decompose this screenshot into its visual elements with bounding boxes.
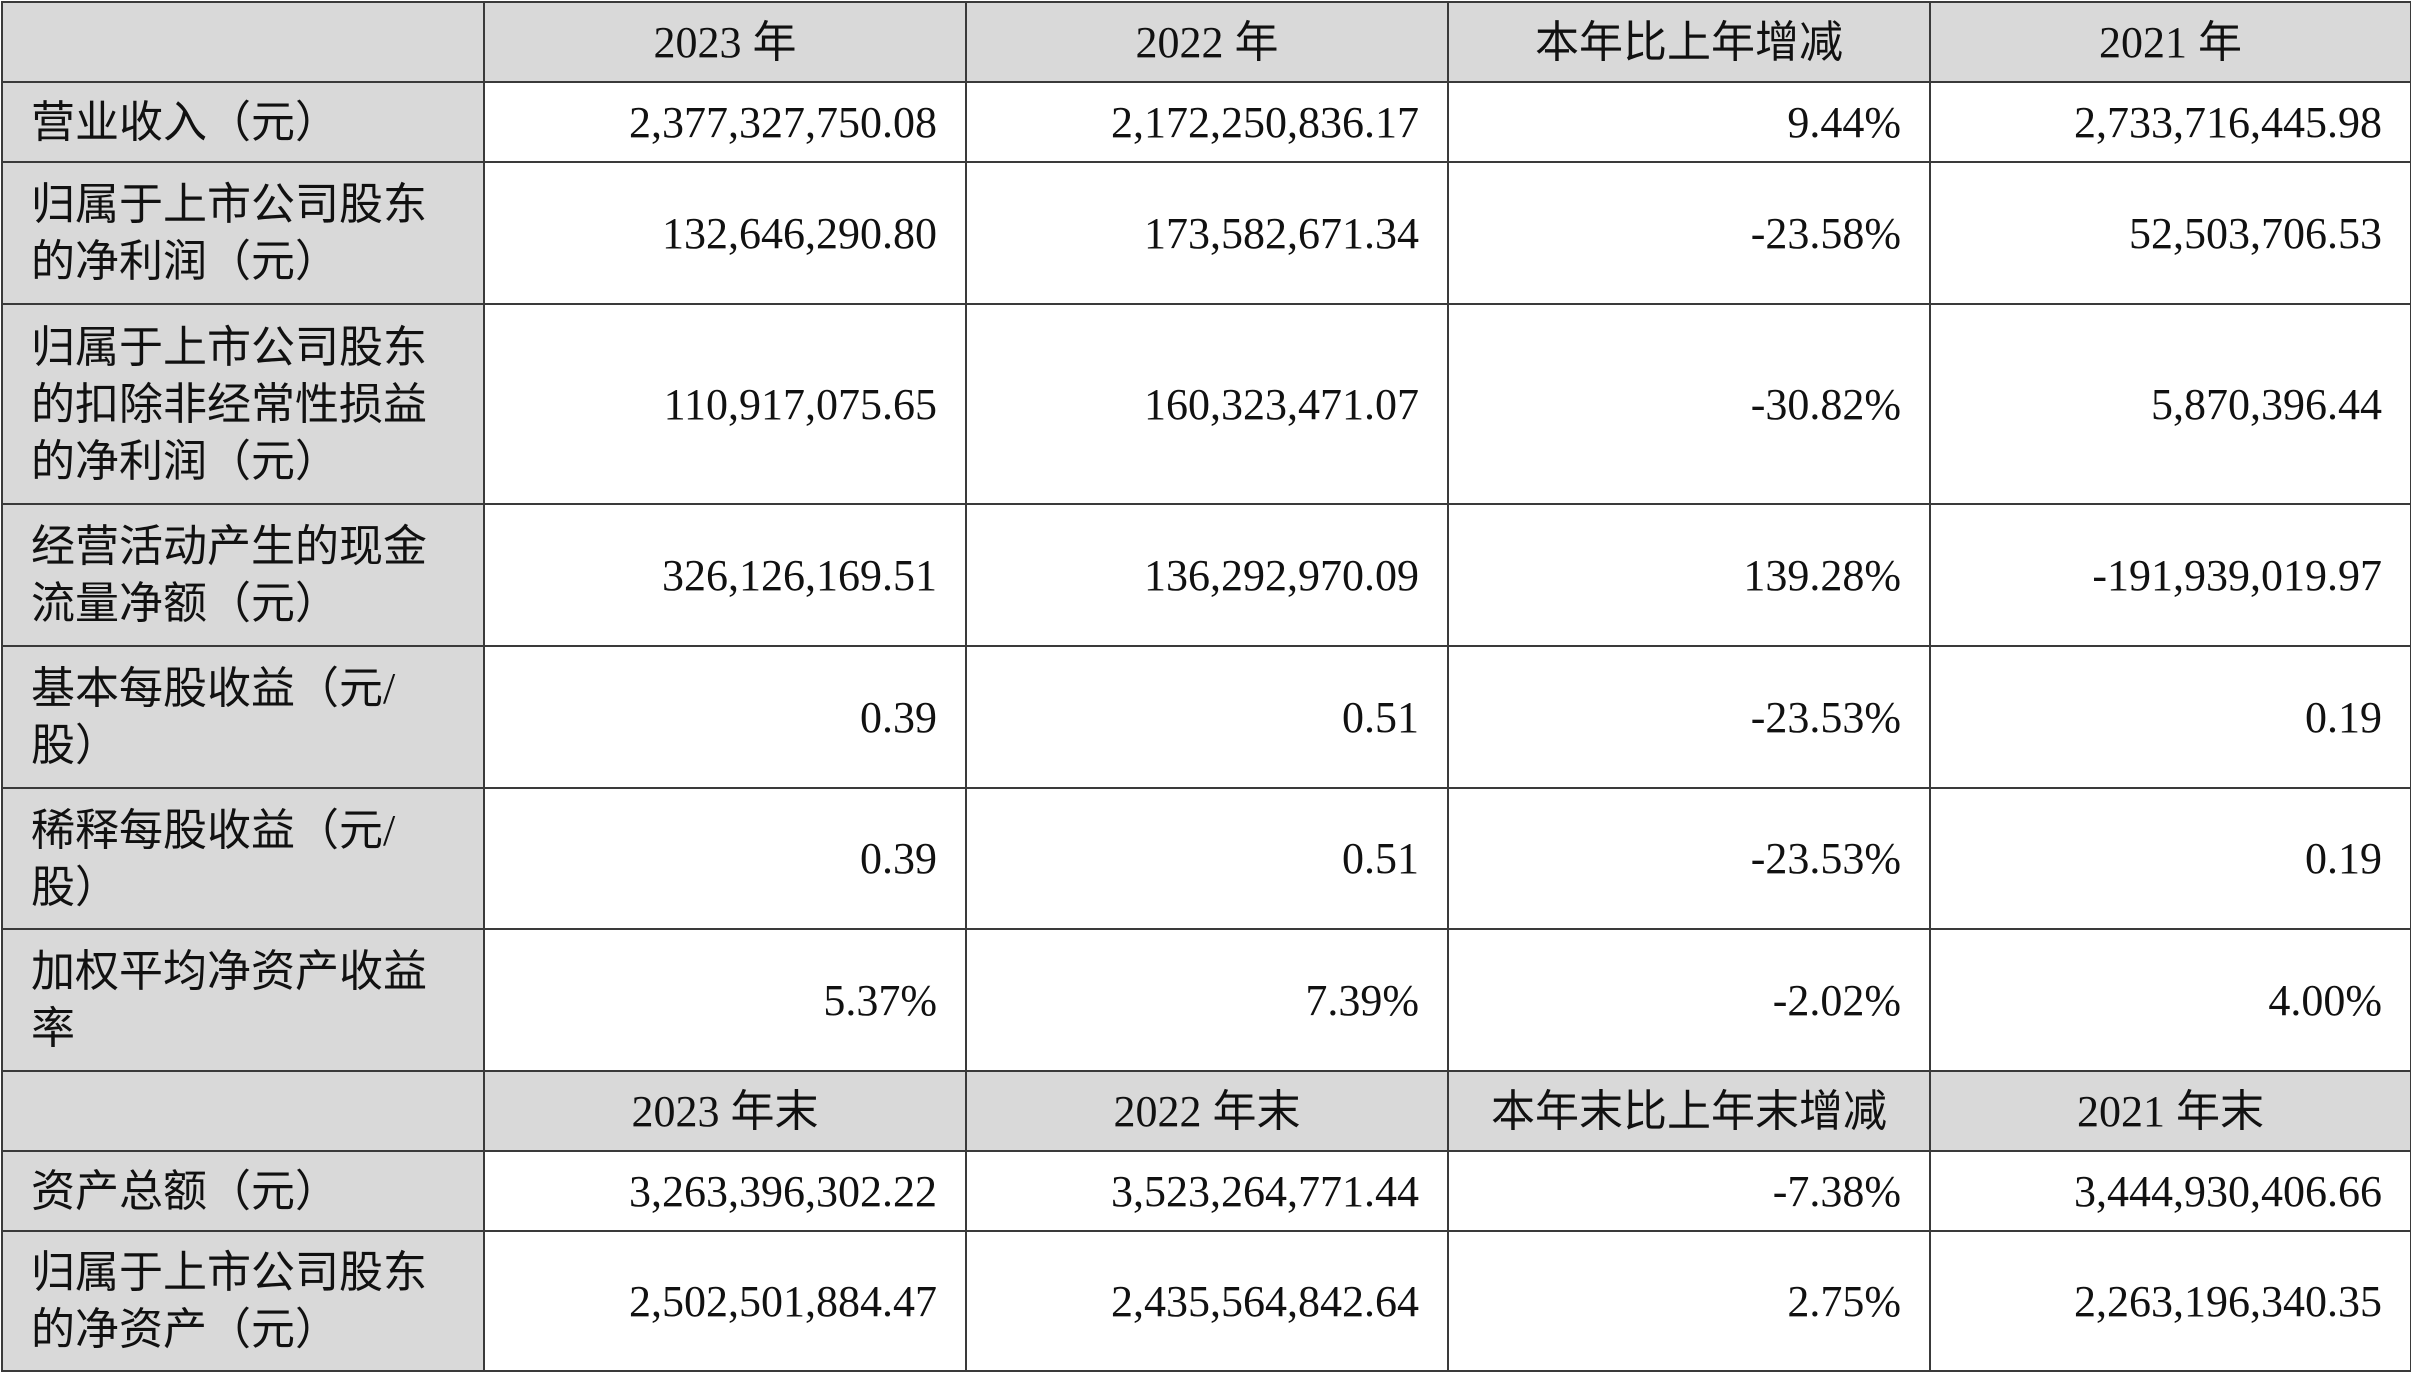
value-2021: -191,939,019.97 <box>1929 503 2411 647</box>
value-2021-end: 2,263,196,340.35 <box>1929 1230 2411 1372</box>
value-2021-end: 3,444,930,406.66 <box>1929 1150 2411 1232</box>
value-2023: 0.39 <box>483 645 967 789</box>
value-change: -23.53% <box>1447 787 1931 930</box>
value-2023: 326,126,169.51 <box>483 503 967 647</box>
value-2022: 136,292,970.09 <box>965 503 1449 647</box>
header-yoy-change: 本年比上年增减 <box>1447 1 1931 83</box>
value-2022-end: 2,435,564,842.64 <box>965 1230 1449 1372</box>
table-row: 稀释每股收益（元/股） 0.39 0.51 -23.53% 0.19 <box>1 787 2411 930</box>
row-label: 归属于上市公司股东的净利润（元） <box>1 161 485 305</box>
table-header-row: 2023 年末 2022 年末 本年末比上年末增减 2021 年末 <box>1 1070 2411 1152</box>
value-2023: 110,917,075.65 <box>483 303 967 505</box>
header-2022: 2022 年 <box>965 1 1449 83</box>
header-2023-end: 2023 年末 <box>483 1070 967 1152</box>
value-2022: 7.39% <box>965 928 1449 1072</box>
value-2023: 0.39 <box>483 787 967 930</box>
table-row: 归属于上市公司股东的净利润（元） 132,646,290.80 173,582,… <box>1 161 2411 305</box>
value-2023: 132,646,290.80 <box>483 161 967 305</box>
value-change: 9.44% <box>1447 81 1931 163</box>
header-corner-cell <box>1 1070 485 1152</box>
value-2022: 0.51 <box>965 787 1449 930</box>
table-header-row: 2023 年 2022 年 本年比上年增减 2021 年 <box>1 1 2411 83</box>
row-label: 资产总额（元） <box>1 1150 485 1232</box>
header-2022-end: 2022 年末 <box>965 1070 1449 1152</box>
value-2022: 173,582,671.34 <box>965 161 1449 305</box>
value-2023-end: 2,502,501,884.47 <box>483 1230 967 1372</box>
table-row: 归属于上市公司股东的净资产（元） 2,502,501,884.47 2,435,… <box>1 1230 2411 1372</box>
value-change: -23.58% <box>1447 161 1931 305</box>
value-2021: 4.00% <box>1929 928 2411 1072</box>
row-label: 归属于上市公司股东的净资产（元） <box>1 1230 485 1372</box>
row-label: 归属于上市公司股东的扣除非经常性损益的净利润（元） <box>1 303 485 505</box>
value-change: -23.53% <box>1447 645 1931 789</box>
value-2021: 0.19 <box>1929 787 2411 930</box>
header-2021: 2021 年 <box>1929 1 2411 83</box>
header-2023: 2023 年 <box>483 1 967 83</box>
header-2021-end: 2021 年末 <box>1929 1070 2411 1152</box>
value-change: 2.75% <box>1447 1230 1931 1372</box>
value-2022-end: 3,523,264,771.44 <box>965 1150 1449 1232</box>
row-label: 经营活动产生的现金流量净额（元） <box>1 503 485 647</box>
value-2022: 160,323,471.07 <box>965 303 1449 505</box>
value-2023-end: 3,263,396,302.22 <box>483 1150 967 1232</box>
value-2023: 5.37% <box>483 928 967 1072</box>
value-2021: 5,870,396.44 <box>1929 303 2411 505</box>
value-change: 139.28% <box>1447 503 1931 647</box>
row-label: 营业收入（元） <box>1 81 485 163</box>
value-2021: 2,733,716,445.98 <box>1929 81 2411 163</box>
table-row: 资产总额（元） 3,263,396,302.22 3,523,264,771.4… <box>1 1150 2411 1232</box>
row-label: 加权平均净资产收益率 <box>1 928 485 1072</box>
table-row: 加权平均净资产收益率 5.37% 7.39% -2.02% 4.00% <box>1 928 2411 1072</box>
table-row: 基本每股收益（元/股） 0.39 0.51 -23.53% 0.19 <box>1 645 2411 789</box>
value-change: -7.38% <box>1447 1150 1931 1232</box>
header-corner-cell <box>1 1 485 83</box>
row-label: 基本每股收益（元/股） <box>1 645 485 789</box>
table-row: 归属于上市公司股东的扣除非经常性损益的净利润（元） 110,917,075.65… <box>1 303 2411 505</box>
table-row: 营业收入（元） 2,377,327,750.08 2,172,250,836.1… <box>1 81 2411 163</box>
value-change: -2.02% <box>1447 928 1931 1072</box>
value-2021: 0.19 <box>1929 645 2411 789</box>
value-2021: 52,503,706.53 <box>1929 161 2411 305</box>
value-change: -30.82% <box>1447 303 1931 505</box>
value-2023: 2,377,327,750.08 <box>483 81 967 163</box>
value-2022: 2,172,250,836.17 <box>965 81 1449 163</box>
value-2022: 0.51 <box>965 645 1449 789</box>
table-row: 经营活动产生的现金流量净额（元） 326,126,169.51 136,292,… <box>1 503 2411 647</box>
row-label: 稀释每股收益（元/股） <box>1 787 485 930</box>
header-yoy-end-change: 本年末比上年末增减 <box>1447 1070 1931 1152</box>
